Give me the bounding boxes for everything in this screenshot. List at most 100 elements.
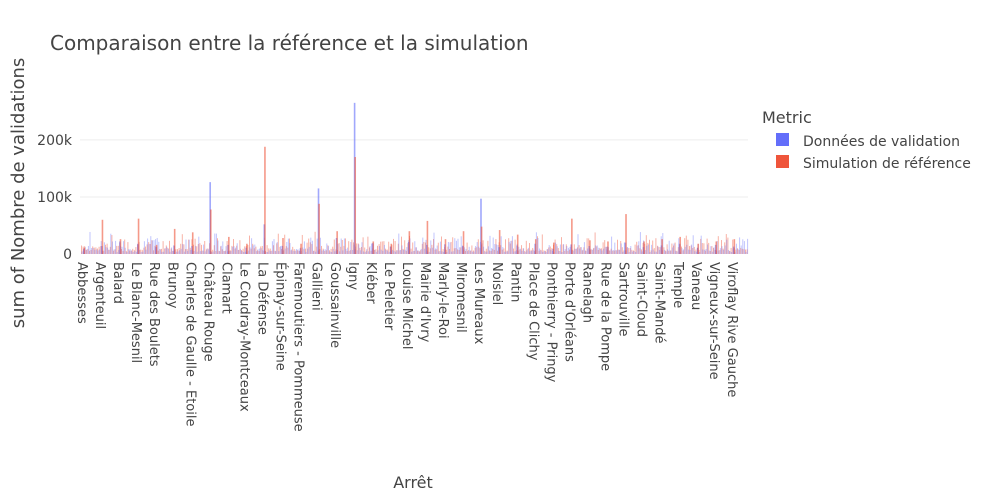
bar-simulation[interactable] [571,218,573,254]
background-bar [405,250,407,254]
bar-simulation[interactable] [246,243,248,254]
background-bar [599,248,601,254]
background-bar [545,250,546,254]
bar-simulation[interactable] [390,243,393,254]
background-bar [543,250,545,254]
bar-simulation[interactable] [354,157,357,254]
chart-title: Comparaison entre la référence et la sim… [50,31,529,55]
background-bar [564,250,566,254]
background-bar [123,241,125,254]
bar-simulation[interactable] [715,241,718,254]
background-bar [255,246,257,254]
background-bar [527,247,529,254]
bar-simulation[interactable] [300,243,302,254]
bar-simulation[interactable] [372,241,375,254]
background-bar [225,246,227,254]
bar-simulation[interactable] [534,239,537,254]
background-bar [236,243,238,254]
background-bar [539,248,541,254]
background-bar [396,250,398,254]
background-bar [270,250,272,254]
background-bar [195,245,197,254]
background-bar [717,236,719,254]
bar-simulation[interactable] [661,239,663,254]
background-bar [540,250,542,254]
background-bar [380,249,382,254]
legend-item-donnees[interactable]: Données de validation [776,133,960,150]
background-bar [460,236,462,254]
background-bar [146,244,148,254]
background-bar [574,248,576,254]
bar-simulation[interactable] [155,244,158,254]
background-bar [175,251,177,254]
bar-donnees[interactable] [480,198,482,254]
background-bar [641,251,643,254]
bar-simulation[interactable] [83,247,86,254]
background-bar [345,238,346,254]
background-bar [316,238,318,254]
bar-simulation[interactable] [426,220,429,254]
bar-simulation[interactable] [480,226,483,254]
bar-simulation[interactable] [173,228,176,254]
bar-simulation[interactable] [119,239,122,254]
bar-simulation[interactable] [516,234,519,254]
background-bar [164,248,166,254]
background-bar [735,249,737,254]
background-bar [487,240,489,254]
legend-item-simulation[interactable]: Simulation de référence [776,155,971,172]
x-tick-label: Saint-Mandé [652,262,667,344]
background-bar [343,238,345,254]
bar-simulation[interactable] [228,236,230,254]
background-bar [505,239,506,254]
background-bar [686,244,688,254]
bar-simulation[interactable] [498,230,501,254]
bar-simulation[interactable] [282,238,284,254]
background-bar [108,249,110,254]
bar-simulation[interactable] [101,219,104,254]
bar-simulation[interactable] [553,242,555,254]
background-bar [330,248,332,254]
background-bar [231,245,233,254]
background-bar [122,250,124,254]
bar-simulation[interactable] [643,241,645,254]
background-bar [431,247,433,254]
bar-simulation[interactable] [607,241,609,254]
background-bar [537,236,538,254]
background-bar [671,247,673,254]
bar-simulation[interactable] [679,236,681,254]
background-bar [234,248,236,254]
background-bar [207,249,209,254]
bar-simulation[interactable] [264,146,266,254]
bar-simulation[interactable] [733,239,736,254]
bar-simulation[interactable] [408,231,411,254]
bar-simulation[interactable] [589,240,591,254]
bar-simulation[interactable] [318,203,320,254]
background-bar [302,247,304,254]
background-bar [364,247,366,254]
background-bar [187,250,189,254]
bar-simulation[interactable] [336,231,338,254]
bar-simulation[interactable] [462,231,465,254]
bar-simulation[interactable] [137,218,140,254]
background-bar [644,250,646,254]
background-bar [364,251,366,254]
background-bar [149,244,151,254]
background-bar [324,249,326,254]
background-bar [590,248,592,254]
background-bar [719,248,721,254]
bar-simulation[interactable] [209,209,212,254]
background-bar [611,236,613,254]
bar-simulation[interactable] [191,232,194,254]
background-bar [279,247,281,254]
background-bar [612,249,614,254]
background-bar [650,250,652,254]
background-bar [425,242,426,254]
background-bar [132,248,134,254]
background-bar [292,246,294,254]
background-bar [379,246,381,254]
bar-simulation[interactable] [697,243,700,254]
background-bar [327,246,329,254]
background-bar [466,242,468,254]
bar-simulation[interactable] [444,239,447,254]
bar-simulation[interactable] [625,214,627,254]
